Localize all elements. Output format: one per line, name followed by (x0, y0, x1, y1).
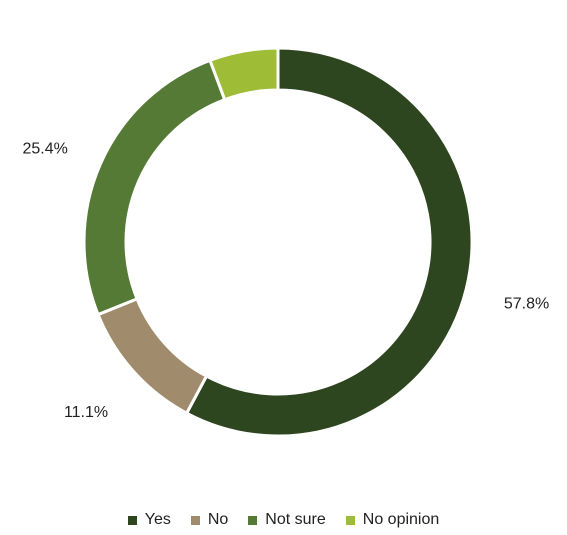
legend-label-yes: Yes (144, 511, 171, 528)
slice-yes (184, 46, 474, 438)
donut-chart: 57.8%11.1%25.4%5.7% (23, 46, 550, 438)
legend-label-no: No (207, 511, 229, 528)
legend-item-not-sure: Not sure (248, 511, 326, 529)
data-label-no: 11.1% (64, 404, 108, 421)
legend-swatch-not-sure (248, 515, 258, 525)
data-label-not-sure: 25.4% (23, 140, 68, 157)
slice-no (96, 296, 209, 416)
slice-no-opinion (208, 46, 280, 102)
legend-item-no-opinion: No opinion (345, 511, 440, 529)
legend-swatch-no-opinion (345, 515, 355, 525)
donut-data-labels: 57.8%11.1%25.4%5.7% (23, 140, 550, 421)
legend-item-yes: Yes (127, 511, 171, 529)
donut-slices (82, 46, 474, 438)
legend-label-no-opinion: No opinion (362, 511, 440, 528)
slice-not-sure (82, 58, 227, 317)
legend-swatch-no (190, 515, 200, 525)
chart-legend: Yes No Not sure No opinion (0, 511, 567, 529)
legend-label-not-sure: Not sure (265, 511, 326, 528)
data-label-yes: 57.8% (504, 296, 549, 313)
legend-swatch-yes (127, 515, 137, 525)
legend-item-no: No (190, 511, 229, 529)
